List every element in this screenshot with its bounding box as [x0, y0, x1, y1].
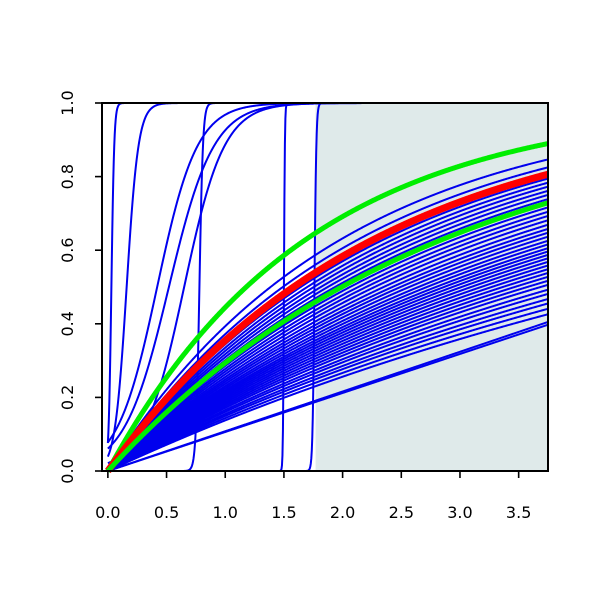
background-curve-7 [107, 279, 549, 472]
background-curve-20 [107, 231, 549, 472]
background-curve-16 [107, 247, 549, 472]
x-tick-label-5: 2.5 [389, 503, 414, 522]
y-tick-label-3: 0.6 [58, 237, 77, 262]
x-tick-label-2: 1.0 [213, 503, 238, 522]
x-tick-label-6: 3.0 [447, 503, 472, 522]
background-curve-23 [107, 219, 549, 472]
background-curve-6 [107, 283, 549, 472]
y-tick-label-1: 0.2 [58, 385, 77, 410]
background-curve-32 [107, 181, 549, 472]
highlight-red-curve [105, 170, 549, 474]
band-green-curve-0 [105, 141, 549, 473]
band-green-curve-2 [106, 200, 549, 473]
shaded-region [315, 103, 548, 471]
background-curve-36 [107, 158, 549, 472]
background-curve-9 [107, 272, 549, 472]
y-tick-label-0: 0.0 [58, 458, 77, 483]
background-curve-38 [107, 321, 549, 472]
x-tick-label-1: 0.5 [154, 503, 179, 522]
background-curve-19 [107, 235, 549, 472]
background-curve-24 [107, 214, 549, 472]
background-curve-11 [107, 264, 549, 472]
background-curve-5 [107, 288, 549, 472]
background-curve-31 [107, 185, 549, 472]
x-tick-label-3: 1.5 [271, 503, 296, 522]
background-curve-21 [107, 227, 549, 472]
highlight-curves [105, 141, 549, 474]
background-curve-3 [107, 298, 549, 472]
background-curve-25 [107, 210, 549, 472]
background-curve-2 [107, 302, 549, 472]
background-curve-1 [107, 307, 549, 472]
y-axis: 0.0 0.2 0.4 0.6 0.8 1.0 [58, 90, 103, 484]
x-tick-label-0: 0.0 [95, 503, 120, 522]
background-curve-18 [107, 239, 549, 472]
y-tick-label-4: 0.8 [58, 164, 77, 189]
y-tick-label-5: 1.0 [58, 90, 77, 115]
background-curve-13 [107, 257, 549, 472]
x-axis: 0.0 0.5 1.0 1.5 2.0 2.5 3.0 3.5 [95, 470, 531, 522]
background-curve-29 [107, 193, 549, 472]
x-tick-label-7: 3.5 [506, 503, 531, 522]
x-tick-label-4: 2.0 [330, 503, 355, 522]
background-curve-8 [107, 275, 549, 472]
background-curve-17 [107, 243, 549, 472]
background-curve-12 [107, 260, 549, 472]
background-curve-4 [107, 292, 549, 472]
background-curve-10 [107, 268, 549, 472]
background-curve-0 [107, 313, 549, 472]
y-tick-label-2: 0.4 [58, 311, 77, 336]
background-curve-22 [107, 223, 549, 472]
background-curve-30 [107, 189, 549, 472]
